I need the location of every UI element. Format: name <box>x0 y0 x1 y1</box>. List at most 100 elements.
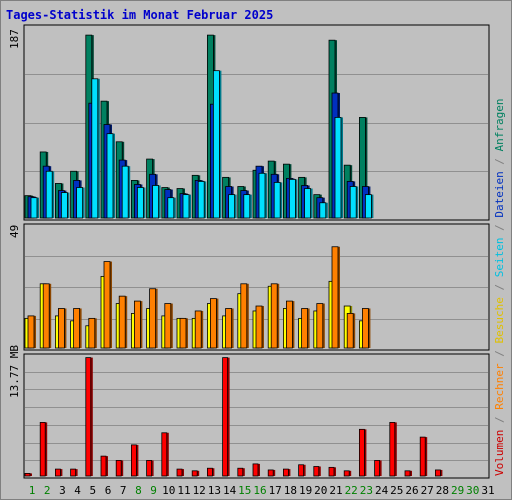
bar-shade <box>67 192 70 218</box>
bar-seiten <box>45 170 53 219</box>
x-tick-label: 5 <box>89 484 96 497</box>
bar-shade <box>379 460 382 476</box>
side-legend: Volumen / Rechner / Besuche / Seiten / D… <box>493 98 506 476</box>
bar-shade <box>140 301 143 348</box>
bar-seiten <box>319 202 327 219</box>
bar-shade <box>136 444 139 476</box>
bar-seiten <box>91 78 99 219</box>
x-tick-label: 8 <box>135 484 142 497</box>
bar-volumen <box>191 470 198 477</box>
bar-shade <box>258 463 260 476</box>
x-tick-label: 23 <box>360 484 373 497</box>
bar-rechner <box>42 283 50 349</box>
bar-shade <box>182 469 184 476</box>
bar-shade <box>242 468 245 476</box>
legend-separator: / <box>493 410 506 430</box>
bar-volumen <box>343 470 350 477</box>
legend-item: Rechner <box>493 363 506 410</box>
bar-seiten <box>228 194 236 219</box>
bar-shade <box>186 318 188 348</box>
bar-rechner <box>361 308 369 349</box>
bar-volumen <box>298 464 305 477</box>
x-tick-label: 13 <box>208 484 221 497</box>
bar-shade <box>45 422 48 476</box>
x-tick-label: 6 <box>105 484 112 497</box>
legend-item: Seiten <box>493 238 506 278</box>
bar-seiten <box>349 186 357 219</box>
bar-seiten <box>212 70 220 219</box>
bar-rechner <box>225 308 233 349</box>
x-tick-label: 16 <box>253 484 266 497</box>
bar-seiten <box>61 192 68 219</box>
x-tick-label: 10 <box>162 484 175 497</box>
bar-volumen <box>115 460 122 477</box>
bar-shade <box>246 283 249 348</box>
x-tick-label: 29 <box>451 484 464 497</box>
bar-shade <box>90 357 93 476</box>
legend-item: Anfragen <box>493 98 506 151</box>
bar-shade <box>155 288 158 348</box>
x-tick-label: 9 <box>150 484 157 497</box>
bar-seiten <box>364 194 372 219</box>
bar-rechner <box>194 310 202 349</box>
bar-volumen <box>161 432 168 477</box>
bar-shade <box>318 466 321 476</box>
bar-seiten <box>121 165 129 219</box>
bar-rechner <box>240 283 248 349</box>
bar-shade <box>349 470 352 476</box>
bar-shade <box>212 468 215 476</box>
y-max-label: 49 <box>8 225 21 238</box>
bar-volumen <box>24 473 31 477</box>
x-tick-label: 7 <box>120 484 127 497</box>
bar-shade <box>410 470 412 476</box>
bar-shade <box>128 166 131 218</box>
bar-volumen <box>404 470 411 477</box>
x-tick-label: 26 <box>405 484 418 497</box>
bar-volumen <box>100 455 107 477</box>
legend-separator: / <box>493 218 506 238</box>
legend-item: Besuche <box>493 297 506 343</box>
bar-shade <box>189 194 191 218</box>
bar-volumen <box>85 357 92 477</box>
x-tick-label: 19 <box>299 484 312 497</box>
bar-rechner <box>118 295 126 349</box>
bar-rechner <box>270 283 278 349</box>
bar-shade <box>368 308 371 348</box>
x-tick-label: 28 <box>436 484 449 497</box>
bar-volumen <box>358 428 365 477</box>
chart-title: Tages-Statistik im Monat Februar 2025 <box>6 8 274 22</box>
bar-shade <box>273 469 276 476</box>
bar-shade <box>292 301 295 348</box>
bar-volumen <box>252 463 259 477</box>
x-tick-label: 18 <box>284 484 297 497</box>
bar-rechner <box>149 288 157 349</box>
bar-shade <box>173 197 176 218</box>
bar-rechner <box>285 300 293 349</box>
x-tick-label: 1 <box>29 484 36 497</box>
bar-shade <box>37 197 39 218</box>
bar-volumen <box>176 468 183 477</box>
bar-shade <box>249 194 252 218</box>
bar-volumen <box>70 468 76 477</box>
bar-shade <box>79 308 82 348</box>
bar-shade <box>353 313 356 348</box>
bar-rechner <box>255 305 263 349</box>
bar-shade <box>265 173 267 218</box>
x-tick-label: 4 <box>74 484 81 497</box>
bar-shade <box>197 470 200 476</box>
bar-rechner <box>164 303 172 349</box>
bar-shade <box>113 133 115 218</box>
x-tick-label: 12 <box>193 484 206 497</box>
bar-volumen <box>222 357 229 477</box>
bar-shade <box>334 467 336 476</box>
x-tick-label: 2 <box>44 484 51 497</box>
x-tick-label: 15 <box>238 484 251 497</box>
bar-shade <box>341 117 343 218</box>
bar-shade <box>94 318 97 348</box>
bar-rechner <box>27 315 35 349</box>
bar-rechner <box>316 303 324 349</box>
bar-shade <box>151 460 154 476</box>
bar-shade <box>425 437 428 476</box>
bar-shade <box>394 422 397 476</box>
x-tick-label: 24 <box>375 484 389 497</box>
